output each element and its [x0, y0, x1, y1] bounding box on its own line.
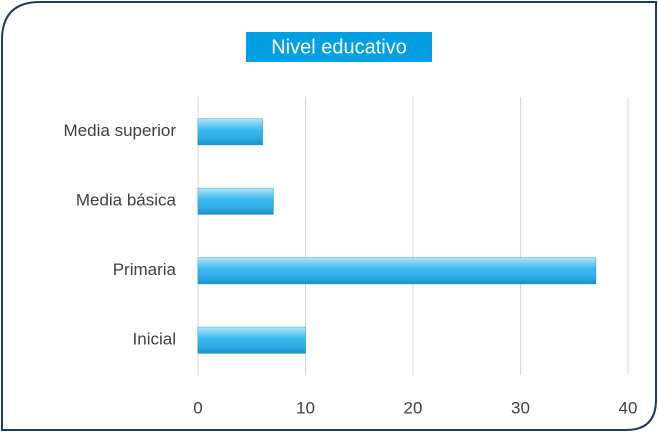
- y-tick-label: Media superior: [64, 121, 177, 140]
- x-tick-label: 10: [296, 398, 315, 417]
- bar-shine: [198, 118, 263, 145]
- chart-title: Nivel educativo: [271, 36, 407, 58]
- x-tick-label: 20: [404, 398, 423, 417]
- x-tick-label: 40: [619, 398, 638, 417]
- x-tick-label: 30: [511, 398, 530, 417]
- x-tick-label: 0: [193, 398, 202, 417]
- bar-shine: [198, 327, 306, 354]
- bar-shine: [198, 188, 274, 215]
- bar-shine: [198, 257, 596, 284]
- title-background: [246, 32, 432, 62]
- y-tick-label: Primaria: [113, 260, 177, 279]
- y-tick-label: Media básica: [76, 191, 177, 210]
- y-tick-label: Inicial: [133, 330, 176, 349]
